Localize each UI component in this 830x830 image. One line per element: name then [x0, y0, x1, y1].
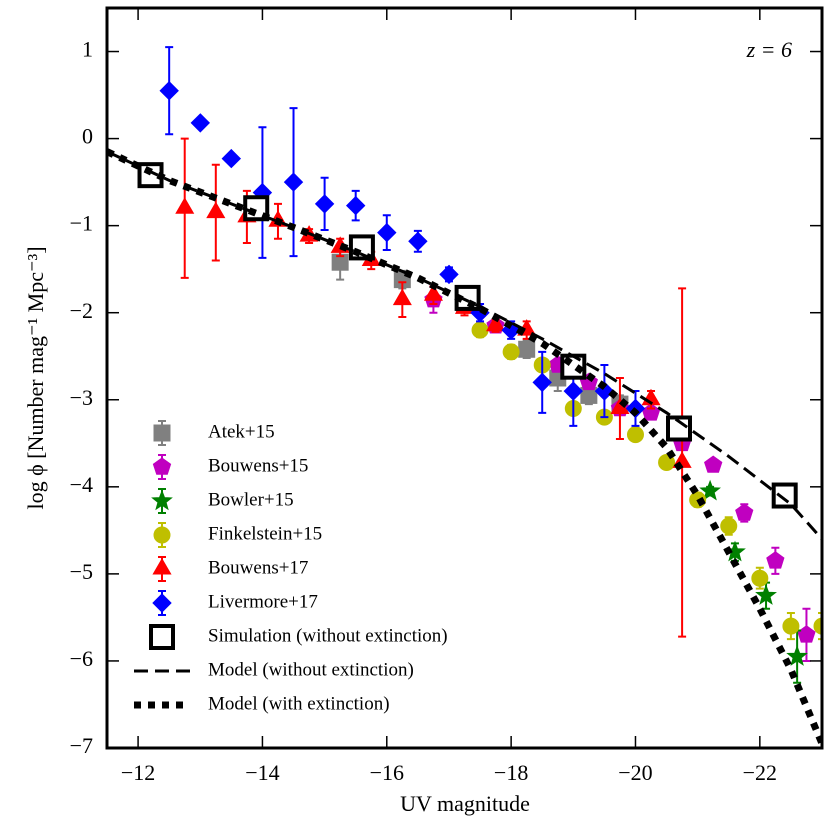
y-tick-label: 0: [82, 124, 93, 149]
y-tick-label: −2: [70, 298, 93, 323]
y-tick-label: −6: [70, 646, 93, 671]
data-point: [735, 503, 754, 521]
data-point: [797, 625, 816, 643]
y-tick-label: −3: [70, 385, 93, 410]
data-point: [766, 551, 785, 569]
data-point: [159, 80, 179, 101]
y-axis-label: log ϕ [Number mag⁻¹ Mpc⁻³]: [23, 246, 48, 509]
data-point: [471, 321, 489, 339]
error-bar: [818, 612, 822, 641]
data-point: [283, 172, 304, 192]
y-tick-label: −1: [70, 211, 93, 236]
data-point: [408, 231, 428, 252]
model-line: [107, 150, 822, 541]
data-point: [486, 314, 506, 332]
data-point: [771, 482, 798, 509]
legend-label: Simulation (without extinction): [208, 625, 448, 646]
legend-label: Bouwens+15: [208, 455, 308, 476]
data-point: [532, 372, 552, 393]
x-tick-label: −22: [743, 760, 777, 785]
data-point: [345, 195, 366, 216]
y-tick-label: −4: [70, 472, 93, 497]
legend-label: Atek+15: [208, 421, 275, 442]
legend-label: Finkelstein+15: [208, 523, 322, 544]
x-tick-label: −20: [618, 760, 652, 785]
legend-label: Livermore+17: [208, 591, 318, 612]
legend-marker: [153, 526, 171, 544]
legend-marker: [152, 457, 172, 475]
data-point: [377, 222, 397, 243]
data-point: [190, 113, 211, 133]
data-point: [221, 148, 242, 169]
data-point: [699, 479, 721, 501]
y-tick-label: −5: [70, 559, 93, 584]
legend-marker: [151, 489, 173, 511]
legend-label: Model (with extinction): [208, 693, 390, 714]
y-tick-label: 1: [82, 37, 93, 62]
legend-marker: [152, 593, 172, 613]
legend-marker: [153, 424, 171, 442]
x-tick-label: −12: [121, 760, 155, 785]
data-point: [563, 381, 584, 401]
data-point: [423, 284, 443, 301]
x-tick-label: −18: [494, 760, 528, 785]
data-point: [502, 343, 520, 361]
plot-frame: [105, 6, 824, 750]
data-point: [175, 197, 195, 214]
x-tick-label: −16: [370, 760, 404, 785]
data-point: [782, 617, 800, 635]
data-point: [666, 415, 692, 442]
data-point: [755, 584, 777, 605]
plot-area: [107, 46, 822, 745]
data-point: [392, 288, 412, 306]
data-point: [439, 264, 459, 285]
model-line: [107, 148, 822, 745]
x-axis-label: UV magnitude: [400, 791, 530, 816]
data-point: [786, 645, 808, 666]
legend-marker: [152, 558, 172, 575]
legend-label: Bouwens+17: [208, 557, 308, 578]
legend-label: Model (without extinction): [208, 659, 414, 680]
data-point: [314, 194, 335, 214]
y-tick-label: −7: [70, 733, 93, 758]
data-point: [751, 569, 769, 587]
data-point: [704, 455, 723, 473]
legend-label: Bowler+15: [208, 489, 294, 510]
data-point: [720, 517, 738, 535]
data-point: [518, 340, 536, 358]
annotation: z = 6: [746, 37, 792, 62]
data-point: [206, 201, 226, 219]
data-point: [813, 617, 822, 635]
legend-marker: [149, 624, 175, 650]
x-tick-label: −14: [245, 760, 279, 785]
data-point: [626, 426, 644, 444]
